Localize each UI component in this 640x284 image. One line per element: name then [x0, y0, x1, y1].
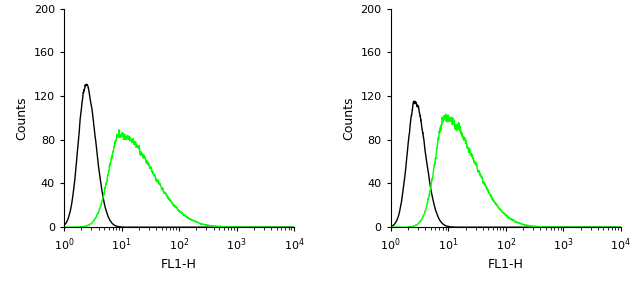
Y-axis label: Counts: Counts	[15, 96, 28, 140]
X-axis label: FL1-H: FL1-H	[488, 258, 524, 272]
Y-axis label: Counts: Counts	[342, 96, 355, 140]
X-axis label: FL1-H: FL1-H	[161, 258, 197, 272]
